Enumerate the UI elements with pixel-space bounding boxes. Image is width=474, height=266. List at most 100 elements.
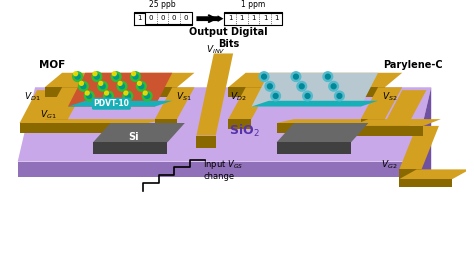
Circle shape (123, 91, 133, 101)
Circle shape (267, 84, 272, 89)
Polygon shape (277, 119, 427, 123)
Circle shape (259, 72, 269, 81)
Polygon shape (68, 101, 172, 107)
Polygon shape (19, 90, 62, 123)
Circle shape (137, 81, 141, 85)
Text: 25 ppb: 25 ppb (149, 0, 176, 9)
Circle shape (74, 72, 78, 76)
Text: 1: 1 (228, 15, 232, 21)
Text: 0: 0 (183, 15, 188, 21)
Circle shape (92, 72, 102, 81)
Text: 0: 0 (149, 15, 153, 21)
Circle shape (93, 72, 97, 76)
Polygon shape (45, 119, 68, 129)
Polygon shape (277, 123, 368, 142)
Polygon shape (399, 126, 439, 169)
Text: $V_{S1}$: $V_{S1}$ (176, 91, 191, 103)
Text: MOF: MOF (39, 60, 65, 70)
Circle shape (137, 81, 146, 91)
Circle shape (80, 81, 83, 85)
Circle shape (87, 94, 91, 98)
Text: $V_{G1}$: $V_{G1}$ (40, 108, 57, 120)
Circle shape (303, 91, 312, 101)
Text: 1: 1 (239, 15, 244, 21)
Text: $V_{D2}$: $V_{D2}$ (230, 91, 246, 103)
Circle shape (124, 91, 128, 95)
Circle shape (94, 74, 100, 79)
Circle shape (104, 91, 113, 101)
Polygon shape (93, 123, 185, 142)
Circle shape (84, 91, 94, 101)
Polygon shape (399, 169, 421, 179)
Polygon shape (277, 142, 351, 154)
Text: PDVT-10: PDVT-10 (93, 99, 129, 108)
Text: 0: 0 (172, 15, 176, 21)
Circle shape (112, 72, 116, 76)
Polygon shape (252, 73, 378, 107)
Text: 1 ppm: 1 ppm (241, 0, 265, 9)
Circle shape (297, 81, 307, 91)
Circle shape (131, 72, 140, 81)
Polygon shape (19, 119, 165, 123)
Text: $V_{S2}$: $V_{S2}$ (382, 91, 397, 103)
Circle shape (145, 94, 150, 98)
Polygon shape (228, 87, 385, 97)
Text: Si: Si (128, 131, 139, 142)
Circle shape (299, 84, 304, 89)
Circle shape (139, 84, 144, 89)
Circle shape (265, 81, 274, 91)
Polygon shape (252, 101, 378, 107)
Circle shape (337, 94, 342, 98)
Polygon shape (45, 87, 85, 119)
Polygon shape (414, 87, 431, 177)
Circle shape (106, 94, 111, 98)
Polygon shape (399, 169, 470, 179)
Text: Output Digital
Bits: Output Digital Bits (189, 27, 268, 49)
Polygon shape (68, 73, 172, 107)
Polygon shape (385, 90, 427, 123)
Circle shape (329, 81, 338, 91)
Text: 1: 1 (251, 15, 255, 21)
Polygon shape (361, 87, 402, 119)
Text: Parylene-C: Parylene-C (383, 60, 443, 70)
Polygon shape (385, 123, 409, 133)
Polygon shape (228, 119, 252, 129)
Circle shape (100, 84, 105, 89)
Polygon shape (19, 123, 45, 133)
Polygon shape (155, 119, 177, 129)
Text: 1: 1 (263, 15, 267, 21)
Circle shape (105, 91, 109, 95)
Polygon shape (351, 119, 441, 126)
Polygon shape (228, 87, 269, 119)
Polygon shape (196, 136, 216, 148)
Circle shape (81, 84, 86, 89)
Circle shape (142, 91, 152, 101)
Circle shape (98, 81, 108, 91)
Circle shape (143, 91, 147, 95)
Circle shape (111, 72, 121, 81)
Circle shape (335, 91, 344, 101)
Polygon shape (18, 162, 414, 177)
Polygon shape (277, 123, 409, 133)
Text: $V_{INV}$: $V_{INV}$ (206, 43, 226, 56)
Circle shape (99, 81, 103, 85)
Text: $V_{G2}$: $V_{G2}$ (382, 158, 398, 171)
Circle shape (305, 94, 310, 98)
Polygon shape (19, 123, 93, 133)
FancyArrow shape (196, 15, 223, 22)
Text: Input $V_{GS}$
change: Input $V_{GS}$ change (203, 158, 243, 181)
Text: 1: 1 (274, 15, 279, 21)
Circle shape (117, 81, 127, 91)
Polygon shape (155, 87, 194, 119)
Circle shape (73, 72, 82, 81)
Polygon shape (228, 73, 402, 87)
Circle shape (114, 74, 118, 79)
Polygon shape (19, 119, 110, 123)
Circle shape (273, 94, 278, 98)
Circle shape (75, 74, 80, 79)
Circle shape (326, 74, 330, 79)
Circle shape (291, 72, 301, 81)
Circle shape (79, 81, 88, 91)
Circle shape (262, 74, 266, 79)
Polygon shape (18, 87, 431, 162)
